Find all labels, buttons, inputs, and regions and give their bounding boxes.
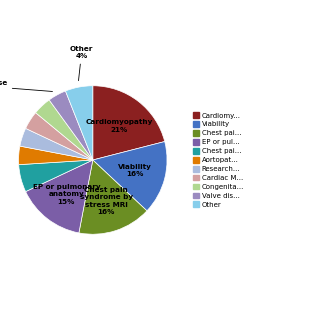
Text: Other
4%: Other 4% [70, 45, 93, 81]
Legend: Cardiomy..., Viability, Chest pai..., EP or pul..., Chest pai..., Aortopat..., R: Cardiomy..., Viability, Chest pai..., EP… [193, 112, 244, 208]
Wedge shape [36, 100, 93, 160]
Wedge shape [79, 160, 147, 234]
Text: EP or pulmonary
anatomy
15%: EP or pulmonary anatomy 15% [33, 184, 100, 204]
Wedge shape [93, 141, 167, 211]
Wedge shape [49, 91, 93, 160]
Wedge shape [26, 113, 93, 160]
Wedge shape [66, 86, 93, 160]
Text: Chest pain
syndrome by
stress MRI
16%: Chest pain syndrome by stress MRI 16% [80, 187, 133, 215]
Text: ve disease
4%: ve disease 4% [0, 80, 52, 93]
Wedge shape [19, 160, 93, 192]
Wedge shape [26, 160, 93, 233]
Wedge shape [93, 86, 165, 160]
Text: Cardiomyopathy
21%: Cardiomyopathy 21% [85, 119, 153, 133]
Text: Viability
16%: Viability 16% [117, 164, 151, 178]
Wedge shape [20, 128, 93, 160]
Wedge shape [19, 146, 93, 165]
